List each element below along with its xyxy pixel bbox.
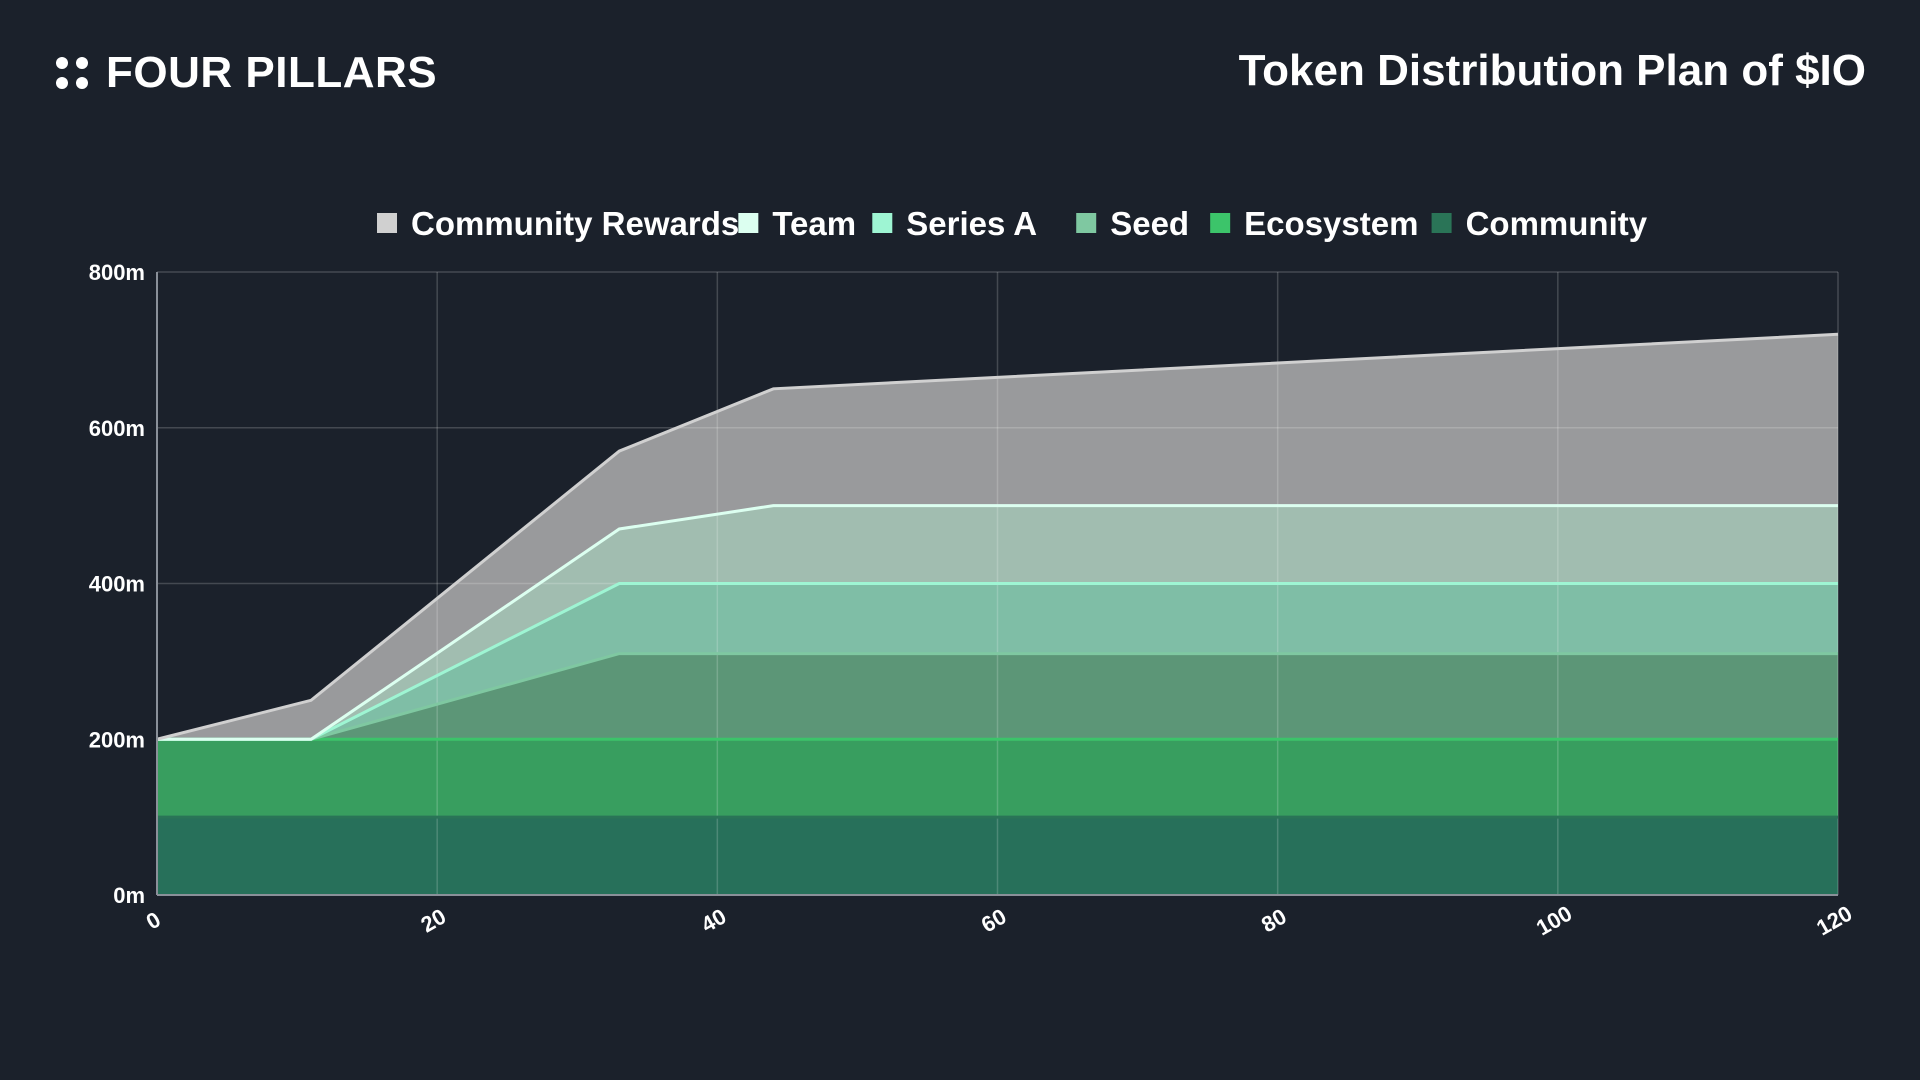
- area-series-a: [157, 583, 1838, 740]
- x-tick-label: 40: [697, 904, 731, 938]
- x-tick-label: 20: [417, 904, 451, 938]
- legend-label-series-a: Series A: [906, 205, 1037, 242]
- legend-label-seed: Seed: [1110, 205, 1189, 242]
- y-tick-label: 600m: [89, 416, 145, 441]
- legend-swatch-community-rewards: [377, 213, 398, 233]
- four-dots-icon: [56, 57, 88, 89]
- legend-label-community-rewards: Community Rewards: [411, 205, 739, 242]
- y-tick-label: 800m: [89, 260, 145, 285]
- area-ecosystem: [157, 739, 1838, 818]
- legend-label-team: Team: [772, 205, 856, 242]
- y-tick-label: 400m: [89, 572, 145, 597]
- legend-swatch-community: [1431, 213, 1452, 233]
- area-community-rewards: [157, 334, 1838, 740]
- x-tick-label: 120: [1812, 900, 1856, 940]
- brand-logo: FOUR PILLARS: [56, 48, 437, 98]
- legend-swatch-series-a: [872, 213, 893, 233]
- y-tick-label: 0m: [113, 883, 145, 908]
- brand-name: FOUR PILLARS: [106, 48, 438, 97]
- legend-swatch-ecosystem: [1210, 213, 1231, 233]
- area-team: [157, 505, 1838, 740]
- x-tick-label: 60: [977, 904, 1011, 938]
- area-community: [157, 817, 1838, 895]
- legend-label-ecosystem: Ecosystem: [1244, 205, 1418, 242]
- legend-label-community: Community: [1466, 205, 1648, 242]
- legend-swatch-seed: [1076, 213, 1097, 233]
- y-tick-label: 200m: [89, 727, 145, 752]
- x-tick-label: 0: [142, 907, 165, 935]
- area-seed: [157, 653, 1838, 740]
- x-tick-label: 80: [1257, 904, 1291, 938]
- chart-title: Token Distribution Plan of $IO: [1238, 46, 1866, 95]
- x-tick-label: 100: [1532, 900, 1576, 940]
- legend-swatch-team: [738, 213, 759, 233]
- line-team: [157, 504, 1838, 741]
- line-community-rewards: [156, 332, 1839, 741]
